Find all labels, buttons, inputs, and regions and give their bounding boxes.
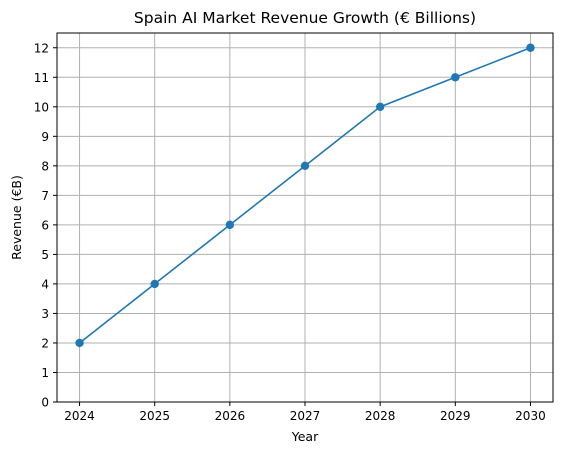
data-point xyxy=(225,220,235,230)
x-tick-label: 2027 xyxy=(290,409,321,423)
y-tick-label: 0 xyxy=(41,396,49,410)
y-tick-label: 6 xyxy=(41,218,49,232)
data-point xyxy=(375,102,385,112)
y-tick-label: 10 xyxy=(34,100,49,114)
data-point xyxy=(300,161,310,171)
x-tick-label: 2028 xyxy=(365,409,396,423)
x-tick-label: 2029 xyxy=(440,409,471,423)
y-tick-label: 4 xyxy=(41,277,49,291)
y-tick-label: 5 xyxy=(41,248,49,262)
data-point xyxy=(526,43,535,52)
x-tick-label: 2025 xyxy=(139,409,170,423)
x-tick-label: 2026 xyxy=(215,409,246,423)
x-tick-label: 2030 xyxy=(515,409,546,423)
data-point xyxy=(75,338,84,348)
data-point xyxy=(451,73,460,82)
grid xyxy=(57,33,553,403)
y-tick-label: 1 xyxy=(41,366,49,380)
y-tick-label: 3 xyxy=(41,307,49,321)
y-tick-label: 11 xyxy=(34,71,49,85)
y-axis-label: Revenue (€B) xyxy=(9,175,24,260)
y-tick-label: 2 xyxy=(41,336,49,350)
data-series xyxy=(75,43,535,348)
chart-title: Spain AI Market Revenue Growth (€ Billio… xyxy=(134,9,476,27)
y-tick-label: 9 xyxy=(41,130,49,144)
x-tick-label: 2024 xyxy=(64,409,95,423)
y-tick-label: 7 xyxy=(41,189,49,203)
data-point xyxy=(150,279,159,289)
x-axis-label: Year xyxy=(291,429,319,444)
y-tick-label: 8 xyxy=(41,159,49,173)
axis-ticks: 2024 2025 2026 2027 2028 2029 2030012345678910… xyxy=(34,41,546,423)
y-tick-label: 12 xyxy=(34,41,49,55)
